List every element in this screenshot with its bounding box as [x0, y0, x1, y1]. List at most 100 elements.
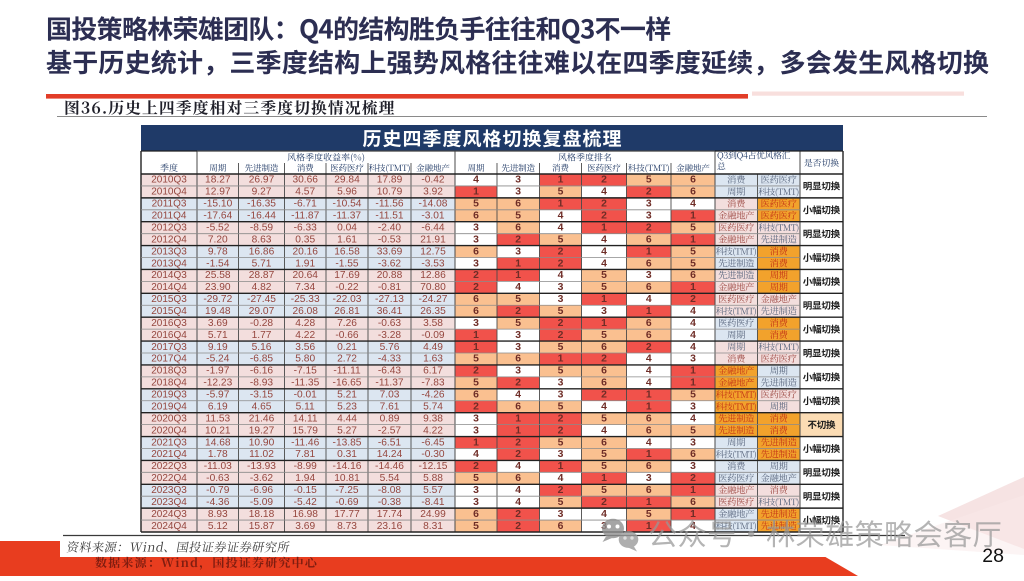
svg-text:5.88: 5.88	[423, 473, 443, 484]
svg-text:9.78: 9.78	[208, 246, 228, 257]
svg-text:-6.45: -6.45	[421, 437, 445, 448]
svg-text:6: 6	[690, 187, 696, 198]
svg-text:2: 2	[601, 354, 607, 365]
svg-text:1: 1	[690, 234, 696, 245]
svg-text:-16.44: -16.44	[247, 211, 276, 222]
svg-text:29.07: 29.07	[249, 306, 275, 317]
svg-text:5.23: 5.23	[337, 402, 357, 413]
svg-text:1.91: 1.91	[295, 258, 315, 269]
svg-text:-11.35: -11.35	[291, 378, 319, 389]
svg-text:-8.59: -8.59	[250, 223, 274, 234]
svg-text:2017Q4: 2017Q4	[151, 354, 187, 365]
svg-text:2015Q3: 2015Q3	[151, 294, 187, 305]
svg-text:-8.41: -8.41	[421, 497, 445, 508]
svg-text:1: 1	[690, 378, 696, 389]
svg-text:2023Q3: 2023Q3	[151, 485, 187, 496]
svg-text:2021Q3: 2021Q3	[151, 437, 187, 448]
svg-text:-8.93: -8.93	[250, 378, 274, 389]
svg-text:-11.37: -11.37	[333, 211, 361, 222]
svg-text:2011Q4: 2011Q4	[152, 211, 187, 222]
svg-text:-13.85: -13.85	[333, 437, 362, 448]
svg-text:3: 3	[690, 461, 696, 472]
svg-text:1: 1	[601, 318, 607, 329]
svg-text:3: 3	[515, 175, 521, 186]
svg-text:3: 3	[646, 473, 652, 484]
svg-text:-11.46: -11.46	[291, 437, 319, 448]
svg-text:6: 6	[515, 402, 521, 413]
svg-text:5.71: 5.71	[252, 258, 272, 269]
svg-text:-0.81: -0.81	[378, 282, 402, 293]
svg-text:6: 6	[646, 413, 652, 424]
svg-text:-3.28: -3.28	[378, 330, 402, 341]
svg-text:2022Q3: 2022Q3	[151, 461, 187, 472]
svg-text:1: 1	[515, 270, 521, 281]
svg-text:26.08: 26.08	[292, 306, 318, 317]
svg-text:0.04: 0.04	[337, 223, 357, 234]
svg-text:2019Q3: 2019Q3	[151, 390, 187, 401]
svg-text:7.81: 7.81	[295, 449, 315, 460]
svg-text:24.99: 24.99	[420, 509, 446, 520]
svg-text:26.35: 26.35	[420, 306, 446, 317]
svg-text:-11.51: -11.51	[375, 211, 403, 222]
svg-text:5: 5	[690, 246, 696, 257]
svg-text:4.49: 4.49	[423, 342, 443, 353]
svg-text:6: 6	[601, 366, 607, 377]
svg-text:6: 6	[558, 521, 564, 532]
svg-text:6: 6	[473, 294, 479, 305]
svg-text:-6.44: -6.44	[421, 223, 445, 234]
svg-text:4: 4	[601, 509, 607, 520]
svg-text:5: 5	[558, 366, 564, 377]
svg-text:5: 5	[515, 211, 521, 222]
svg-text:4: 4	[690, 306, 696, 317]
svg-text:4: 4	[690, 330, 696, 341]
svg-text:5.21: 5.21	[337, 390, 357, 401]
svg-text:4: 4	[690, 318, 696, 329]
svg-text:15.79: 15.79	[292, 425, 318, 436]
svg-text:5: 5	[646, 509, 652, 520]
svg-text:5: 5	[646, 175, 652, 186]
svg-text:14.68: 14.68	[205, 437, 231, 448]
svg-text:2: 2	[473, 270, 479, 281]
svg-text:7.20: 7.20	[208, 234, 228, 245]
svg-text:4: 4	[646, 294, 652, 305]
svg-text:1: 1	[690, 485, 696, 496]
svg-text:15.87: 15.87	[249, 521, 275, 532]
svg-text:1: 1	[646, 497, 652, 508]
svg-text:8.93: 8.93	[208, 509, 228, 520]
svg-text:-0.63: -0.63	[206, 473, 230, 484]
svg-text:-0.69: -0.69	[335, 497, 359, 508]
svg-text:2018Q3: 2018Q3	[151, 366, 187, 377]
svg-text:2: 2	[601, 175, 607, 186]
svg-text:1: 1	[473, 330, 479, 341]
svg-text:5.96: 5.96	[337, 187, 357, 198]
svg-text:-6.71: -6.71	[294, 199, 318, 210]
svg-text:2021Q4: 2021Q4	[151, 449, 187, 460]
svg-text:3: 3	[558, 378, 564, 389]
svg-text:4: 4	[646, 437, 652, 448]
svg-text:5: 5	[601, 282, 607, 293]
svg-text:-2.57: -2.57	[378, 425, 402, 436]
svg-text:10.81: 10.81	[334, 473, 360, 484]
svg-text:4.82: 4.82	[252, 282, 272, 293]
svg-text:3: 3	[558, 282, 564, 293]
svg-text:5: 5	[515, 318, 521, 329]
svg-text:6: 6	[515, 354, 521, 365]
svg-text:2012Q4: 2012Q4	[151, 234, 187, 245]
svg-text:-0.09: -0.09	[421, 330, 445, 341]
svg-text:-24.27: -24.27	[419, 294, 448, 305]
svg-text:26.81: 26.81	[334, 306, 360, 317]
svg-text:2: 2	[515, 306, 521, 317]
svg-text:-5.42: -5.42	[294, 497, 318, 508]
svg-text:6: 6	[646, 330, 652, 341]
svg-text:4: 4	[601, 425, 607, 436]
svg-text:-8.99: -8.99	[294, 461, 318, 472]
svg-text:3: 3	[690, 437, 696, 448]
svg-text:2: 2	[515, 234, 521, 245]
svg-text:21.91: 21.91	[420, 234, 446, 245]
svg-text:3: 3	[558, 390, 564, 401]
svg-text:5: 5	[558, 342, 564, 353]
svg-text:6: 6	[601, 437, 607, 448]
svg-text:-15.10: -15.10	[203, 199, 232, 210]
svg-text:-11.56: -11.56	[375, 199, 403, 210]
svg-text:6.17: 6.17	[423, 366, 443, 377]
